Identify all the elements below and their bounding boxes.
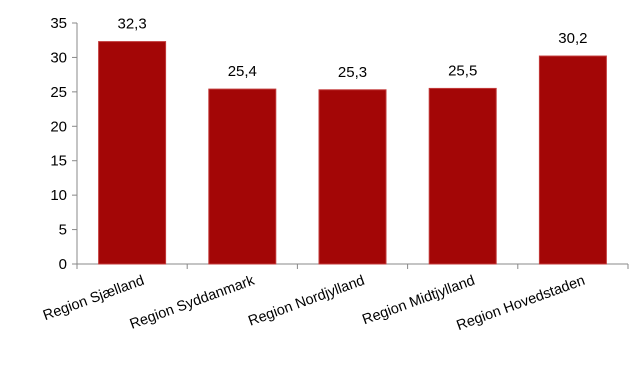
data-label: 30,2 [558,30,587,47]
y-axis: 0 5 10 15 20 25 30 35 [50,15,78,273]
data-label: 32,3 [117,16,146,33]
y-tick-label: 0 [59,256,67,273]
bar [208,88,277,265]
y-tick-label: 5 [59,222,67,239]
bar [538,55,607,265]
x-axis [76,263,629,269]
bar [428,87,497,265]
category-label: Region Syddanmark [128,272,258,332]
y-tick-label: 30 [50,49,67,66]
y-tick-label: 15 [50,153,67,170]
data-label: 25,3 [338,64,367,81]
data-label: 25,5 [448,62,477,79]
bar [318,89,387,265]
y-tick-label: 35 [50,15,67,32]
y-tick-label: 20 [50,118,67,135]
data-labels: 32,3 25,4 25,3 25,5 30,2 [117,16,587,81]
y-tick-label: 25 [50,84,67,101]
data-label: 25,4 [228,63,257,80]
category-label: Region Nordjylland [246,273,367,330]
bars [98,41,607,265]
bar [98,41,167,265]
y-tick-label: 10 [50,187,67,204]
